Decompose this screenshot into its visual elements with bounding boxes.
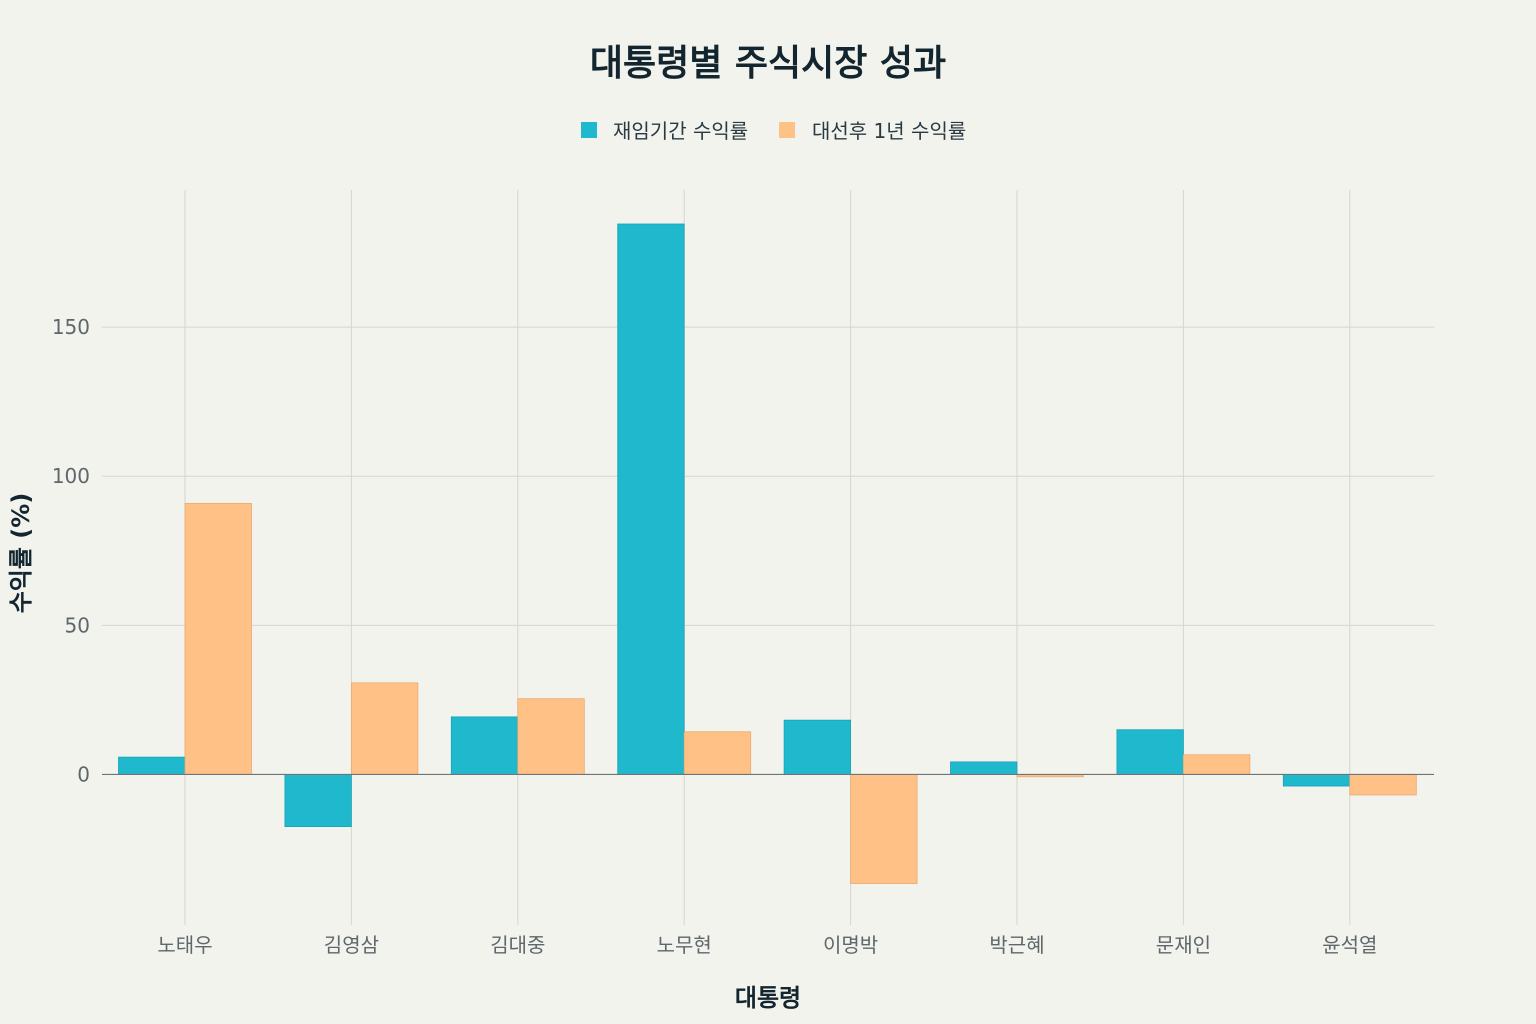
x-tick-label: 문재인 — [1156, 933, 1211, 957]
legend-swatch-series-2 — [779, 122, 795, 138]
bar-tenure-1 — [284, 774, 352, 827]
x-tick-label: 노태우 — [157, 933, 212, 957]
y-tick-label: 100 — [52, 464, 90, 488]
bar-first-year-1 — [350, 682, 419, 775]
bar-tenure-6 — [1116, 729, 1184, 775]
grid — [102, 190, 1434, 925]
bar-first-year-6 — [1183, 754, 1251, 775]
bar-tenure-4 — [783, 719, 851, 775]
x-tick-label: 이명박 — [823, 933, 878, 957]
bars — [118, 223, 1417, 884]
chart-title: 대통령별 주식시장 성과 — [590, 43, 946, 84]
bar-tenure-0 — [118, 756, 186, 775]
legend-swatch-series-1 — [581, 122, 597, 138]
legend: 재임기간 수익률 대선후 1년 수익률 — [581, 119, 966, 143]
y-tick-label: 150 — [52, 315, 90, 339]
x-tick-label: 김대중 — [490, 933, 545, 957]
x-tick-label: 김영삼 — [324, 933, 379, 957]
legend-label-series-1: 재임기간 수익률 — [613, 119, 748, 143]
y-tick-label: 0 — [77, 762, 90, 786]
bar-first-year-4 — [850, 774, 918, 884]
x-axis-title: 대통령 — [735, 984, 801, 1012]
bar-tenure-7 — [1282, 774, 1351, 787]
x-tick-label: 윤석열 — [1322, 933, 1377, 957]
y-axis-title: 수익률 (%) — [7, 493, 35, 614]
y-tick-label: 50 — [65, 613, 90, 637]
bar-first-year-3 — [683, 731, 752, 775]
y-axis-ticks: 0 50 100 150 — [52, 315, 90, 786]
bar-first-year-0 — [184, 502, 252, 775]
bar-first-year-2 — [517, 698, 585, 775]
legend-label-series-2: 대선후 1년 수익률 — [812, 119, 966, 143]
x-tick-label: 박근혜 — [989, 933, 1044, 957]
bar-tenure-3 — [617, 223, 685, 775]
bar-tenure-2 — [450, 716, 519, 775]
bar-tenure-5 — [950, 761, 1018, 775]
x-tick-label: 노무현 — [657, 933, 712, 957]
bar-first-year-7 — [1349, 774, 1417, 796]
x-axis-ticks: 노태우 김영삼 김대중 노무현 이명박 박근혜 문재인 윤석열 — [157, 933, 1377, 957]
